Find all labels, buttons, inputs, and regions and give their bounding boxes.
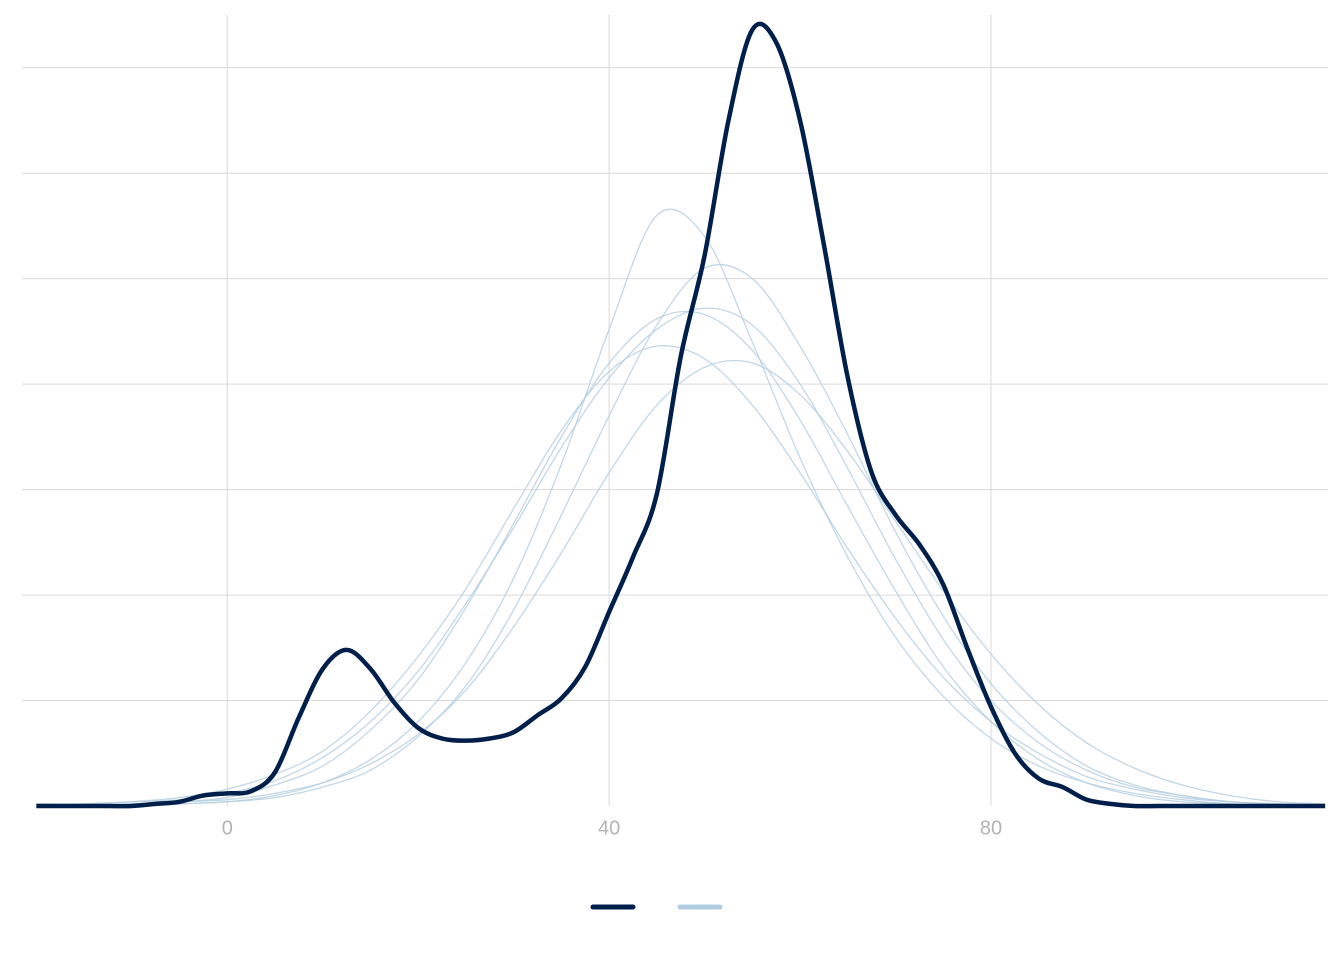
density-line: [36, 307, 1326, 807]
x-tick-label: 40: [598, 817, 620, 839]
density-line: [36, 263, 1326, 807]
density-line: [36, 208, 1326, 807]
density-line: [36, 359, 1326, 807]
density-line: [36, 21, 1326, 809]
density-line: [36, 310, 1326, 807]
x-tick-label: 0: [222, 817, 233, 839]
x-tick-label: 80: [980, 817, 1002, 839]
density-line: [36, 345, 1326, 807]
